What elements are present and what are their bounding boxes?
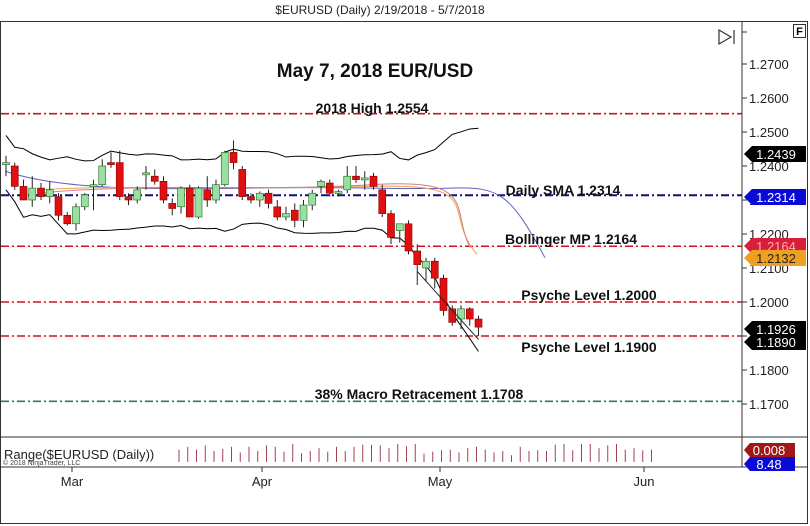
candle-body — [194, 187, 203, 218]
candle-body — [325, 182, 334, 194]
indicator-badge-label: 0.008 — [753, 443, 786, 458]
moving-average-blue — [4, 170, 546, 259]
price-badge — [744, 250, 806, 266]
candle-body — [439, 277, 448, 311]
candle-body — [413, 250, 422, 265]
candle-body — [334, 191, 343, 194]
x-tick-label: Jun — [634, 474, 655, 489]
candle-body — [185, 187, 194, 218]
candle-body — [54, 196, 63, 216]
candle-body — [343, 175, 352, 191]
annotation-2018-high: 2018 High 1.2554 — [316, 100, 429, 116]
f-button[interactable]: F — [793, 24, 806, 38]
y-tick-label: 1.2600 — [749, 91, 789, 106]
candle-body — [457, 308, 465, 320]
candle-body — [124, 196, 133, 201]
candle-body — [2, 162, 10, 165]
annotation-psyche-2000: Psyche Level 1.2000 — [521, 287, 657, 303]
price-badge — [744, 146, 806, 162]
y-tick-label: 1.2700 — [749, 57, 789, 72]
candle-body — [133, 189, 142, 201]
candle-body — [177, 187, 185, 208]
x-tick-label: Apr — [252, 474, 273, 489]
candle-body — [150, 175, 159, 182]
candle-body — [89, 184, 98, 187]
price-badge-label: 1.2439 — [756, 147, 796, 162]
y-tick-label: 1.2000 — [749, 295, 789, 310]
candle-body — [212, 184, 220, 201]
skip-to-end-icon[interactable] — [718, 28, 733, 46]
indicator-badge-label: 8.48 — [756, 457, 781, 472]
candle-body — [28, 187, 37, 201]
candle-body — [360, 177, 369, 181]
chart-title-bar: $EURUSD (Daily) 2/19/2018 - 5/7/2018 — [275, 3, 485, 17]
candle-body — [63, 215, 72, 225]
price-badge-label: 1.1926 — [756, 322, 796, 337]
candle-body — [378, 189, 387, 214]
candle-body — [107, 162, 115, 165]
candle-body — [247, 196, 255, 201]
candle-body — [474, 318, 483, 328]
price-badge-label: 1.2132 — [756, 251, 796, 266]
price-badge — [744, 321, 806, 337]
candle-body — [220, 152, 229, 185]
y-tick-label: 1.2400 — [749, 159, 789, 174]
candle-body — [19, 186, 28, 201]
candle-body — [37, 187, 45, 197]
candle-body — [10, 165, 19, 187]
candle-body — [142, 172, 150, 176]
candle-body — [308, 192, 317, 206]
candle-body — [352, 175, 360, 180]
candle-body — [273, 206, 282, 218]
candle-body — [395, 223, 404, 231]
candle-body — [430, 260, 439, 279]
candle-body — [80, 194, 89, 208]
indicator-label: Range($EURUSD (Daily)) — [4, 447, 154, 462]
candle-body — [45, 189, 54, 197]
price-badge-label: 1.1890 — [756, 335, 796, 350]
candle-body — [387, 213, 395, 238]
trend-line — [416, 271, 479, 340]
candle-body — [465, 308, 474, 320]
candle-body — [404, 223, 413, 252]
candle-body — [255, 192, 264, 201]
candle-body — [282, 213, 290, 218]
indicator-badge — [744, 457, 795, 471]
indicator-badge — [744, 443, 795, 457]
copyright-text: © 2018 NinjaTrader, LLC — [3, 459, 80, 467]
candle-body — [203, 189, 212, 201]
y-tick-label: 1.1800 — [749, 363, 789, 378]
candle-body — [98, 165, 107, 186]
price-badge — [744, 334, 806, 350]
annotation-main-title: May 7, 2018 EUR/USD — [277, 61, 473, 82]
bollinger-upper-band — [5, 127, 479, 162]
moving-average-pink — [39, 183, 471, 248]
candle-body — [290, 209, 299, 221]
annotation-daily-sma: Daily SMA 1.2314 — [506, 182, 621, 198]
candle-body — [168, 203, 177, 209]
x-tick-label: May — [428, 474, 453, 489]
candle-body — [159, 181, 168, 201]
price-badge-label: 1.2314 — [756, 190, 796, 205]
price-badge — [744, 189, 806, 205]
candle-body — [369, 175, 378, 187]
annotation-bollinger-mp: Bollinger MP 1.2164 — [505, 231, 637, 247]
candle-body — [264, 192, 273, 204]
candle-body — [72, 206, 80, 225]
candle-body — [299, 204, 308, 221]
x-tick-label: Mar — [61, 474, 84, 489]
annotation-macro-retracement: 38% Macro Retracement 1.1708 — [315, 386, 524, 402]
chart-frame — [0, 21, 808, 524]
candle-body — [115, 162, 124, 197]
y-tick-label: 1.2500 — [749, 125, 789, 140]
candle-body — [238, 169, 247, 197]
annotation-psyche-1900: Psyche Level 1.1900 — [521, 339, 657, 355]
candle-body — [422, 260, 430, 269]
candle-body — [317, 181, 325, 187]
candle-body — [229, 152, 238, 163]
y-tick-label: 1.1700 — [749, 397, 789, 412]
candle-body — [448, 308, 457, 323]
